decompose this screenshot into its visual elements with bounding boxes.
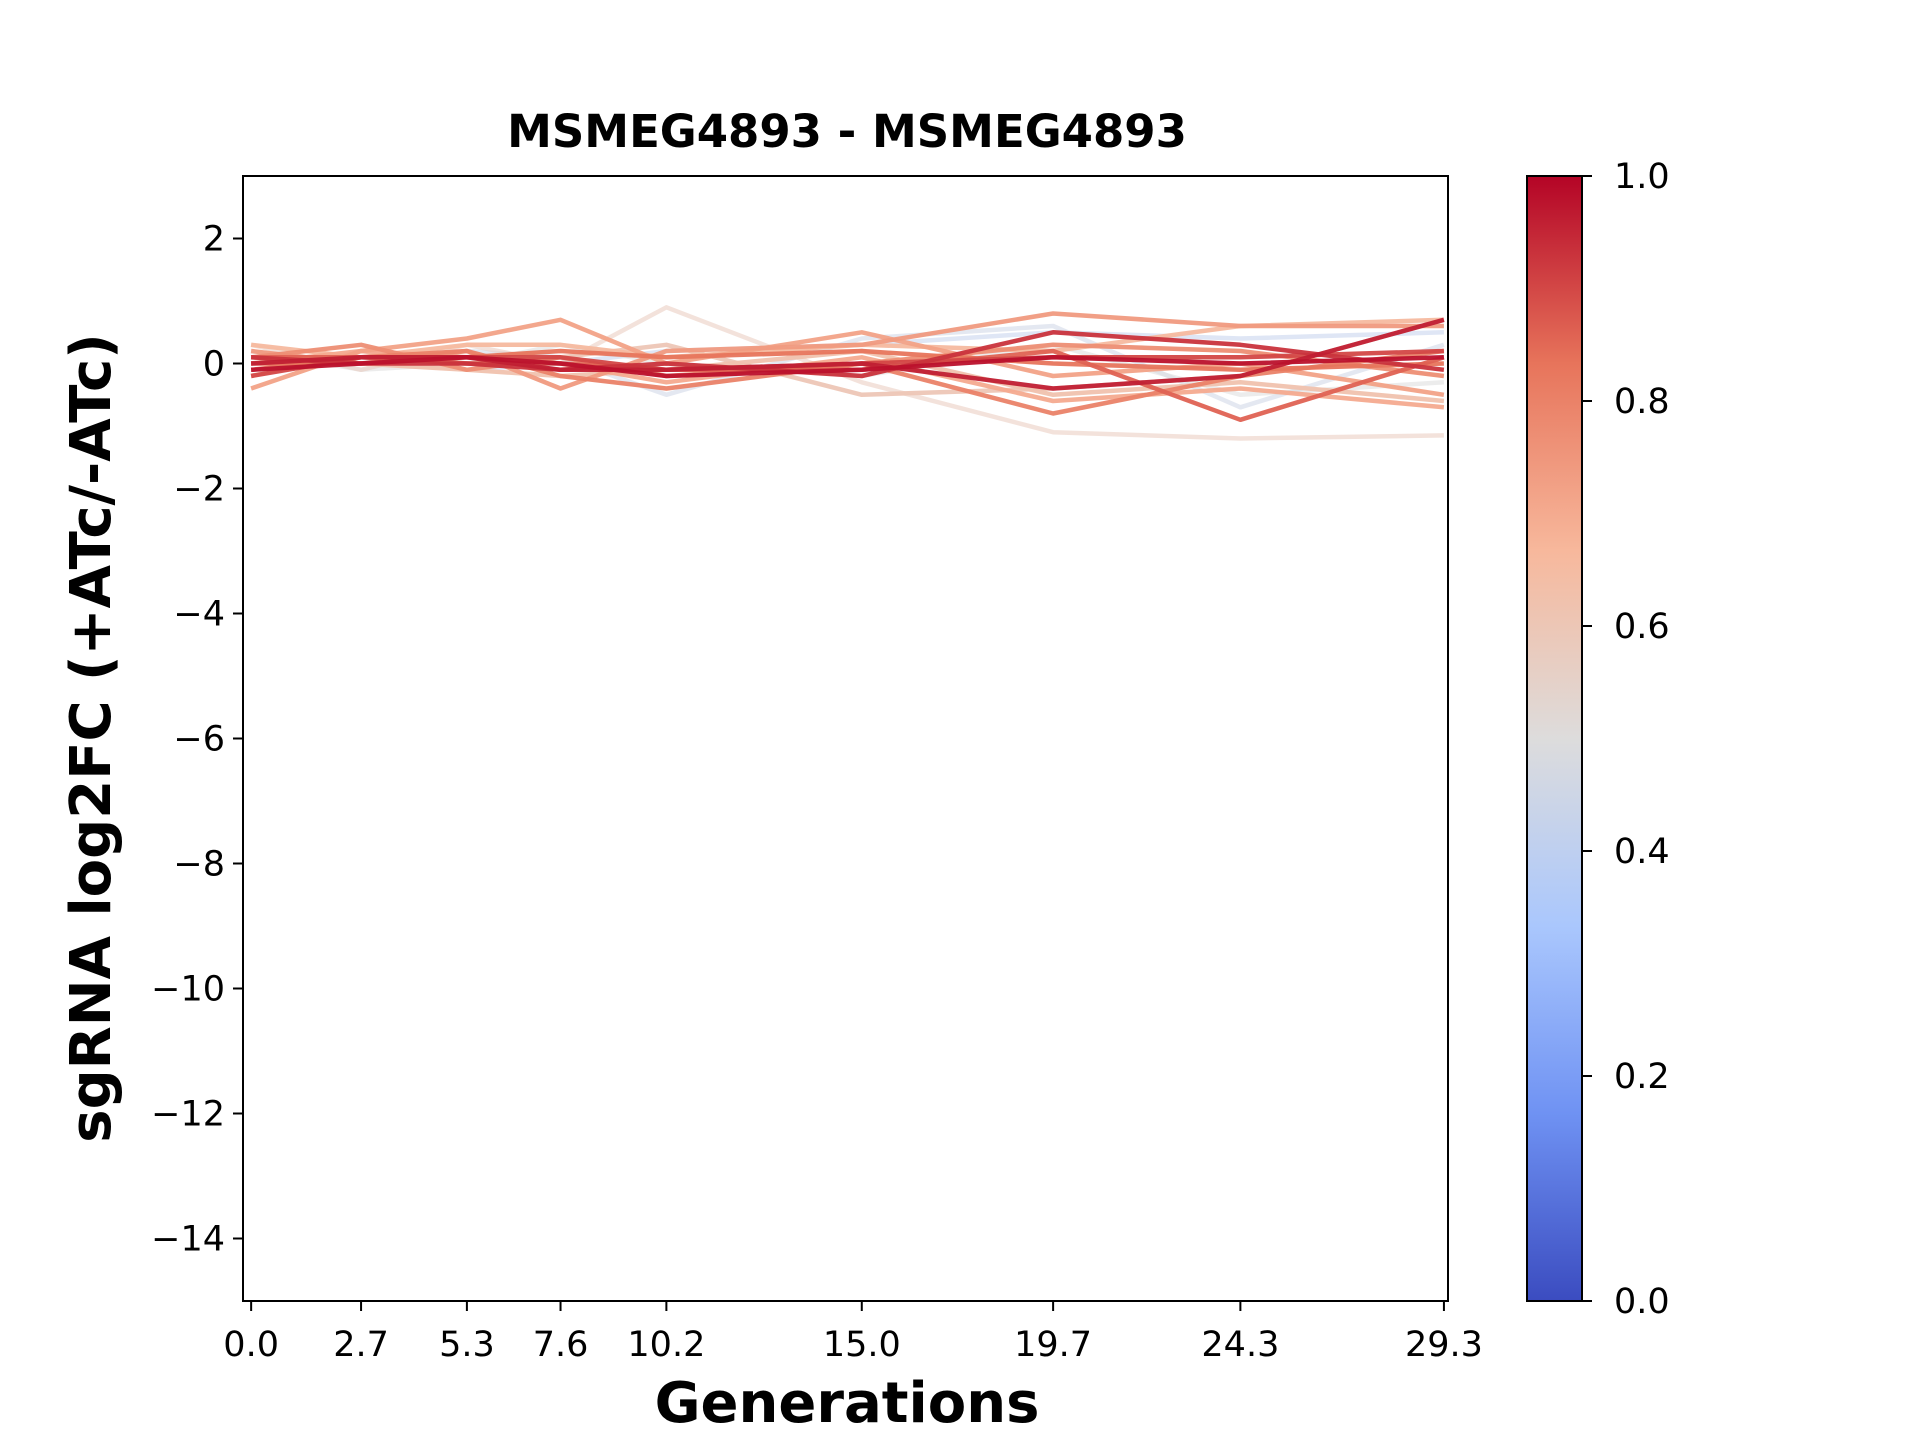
series-line-18 xyxy=(250,355,1444,379)
y-axis-ticks: 2 0 −2 −4 −6 −8 −10 −12 −14 xyxy=(151,220,243,1260)
series-layer xyxy=(250,305,1445,441)
colorbar-tick-label: 0.4 xyxy=(1614,832,1670,872)
y-tick-label: 2 xyxy=(203,220,225,260)
x-tick-label: 0.0 xyxy=(223,1325,279,1365)
y-tick-label: −6 xyxy=(173,720,225,760)
x-tick-label: 10.2 xyxy=(627,1325,705,1365)
series-line-17 xyxy=(250,317,1445,391)
x-tick-label: 15.0 xyxy=(823,1325,901,1365)
y-tick-label: −8 xyxy=(173,845,225,885)
colorbar-tick-label: 0.0 xyxy=(1614,1282,1670,1322)
y-tick-label: −10 xyxy=(151,970,225,1010)
x-axis-ticks: 0.0 2.7 5.3 7.6 10.2 15.0 19.7 24.3 29.3 xyxy=(223,1301,1483,1365)
colorbar xyxy=(1526,175,1583,1302)
y-tick-label: −14 xyxy=(151,1220,225,1260)
y-tick-label: −2 xyxy=(173,470,225,510)
x-tick-label: 7.6 xyxy=(533,1325,589,1365)
x-tick-label: 5.3 xyxy=(439,1325,495,1365)
colorbar-tick-label: 0.2 xyxy=(1614,1057,1670,1097)
y-tick-label: −4 xyxy=(173,595,225,635)
y-tick-label: 0 xyxy=(203,345,225,385)
x-axis-title: Generations xyxy=(655,1371,1040,1436)
colorbar-tick-label: 1.0 xyxy=(1614,157,1670,197)
colorbar-tick-label: 0.8 xyxy=(1614,382,1670,422)
y-tick-label: −12 xyxy=(151,1095,225,1135)
colorbar-ticks: 0.0 0.2 0.4 0.6 0.8 1.0 xyxy=(1582,157,1670,1322)
x-tick-label: 29.3 xyxy=(1405,1325,1483,1365)
x-tick-label: 24.3 xyxy=(1201,1325,1279,1365)
colorbar-tick-label: 0.6 xyxy=(1614,607,1670,647)
y-axis-title: sgRNA log2FC (+ATc/-ATc) xyxy=(59,333,124,1143)
x-tick-label: 2.7 xyxy=(333,1325,389,1365)
x-tick-label: 19.7 xyxy=(1014,1325,1092,1365)
chart-title: MSMEG4893 - MSMEG4893 xyxy=(507,105,1187,158)
